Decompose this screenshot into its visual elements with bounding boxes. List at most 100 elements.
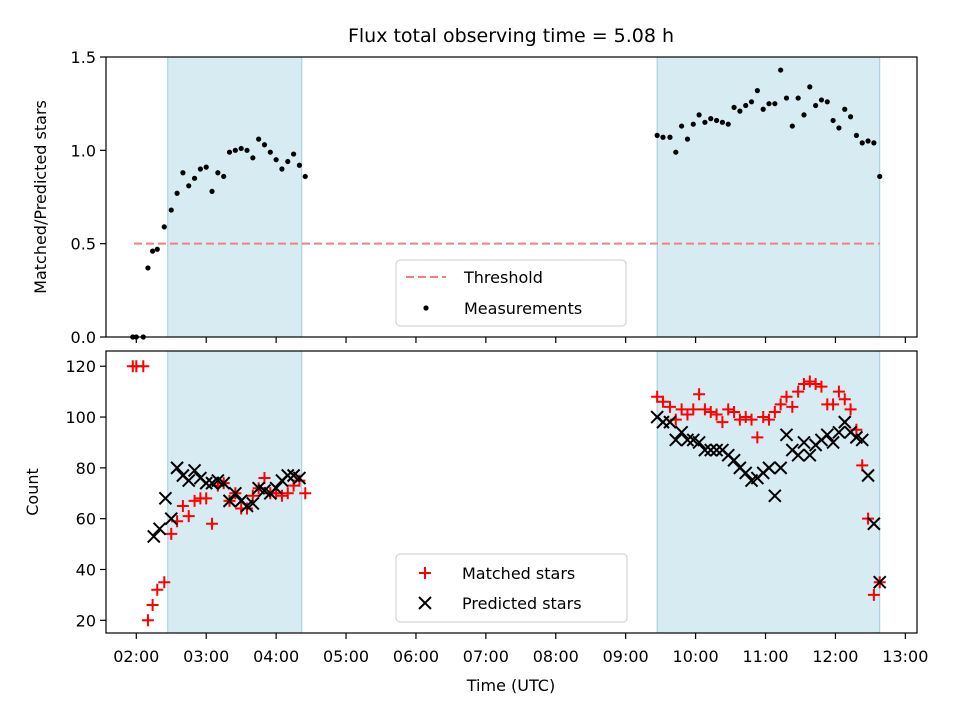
predicted-star-point bbox=[820, 428, 834, 442]
legend-matched-swatch bbox=[419, 567, 431, 579]
matched-star-point bbox=[809, 378, 822, 391]
matched-star-point bbox=[146, 599, 159, 612]
measurement-point bbox=[667, 134, 673, 140]
measurement-point bbox=[161, 224, 167, 230]
top-panel-ratio: 0.0 0.5 1.0 1.5 Matched/Predicted stars Thr… bbox=[31, 48, 918, 347]
measurement-point bbox=[783, 95, 790, 101]
matched-star-point bbox=[768, 405, 781, 418]
measurement-point bbox=[813, 102, 819, 109]
measurement-point bbox=[279, 166, 285, 172]
predicted-star-point bbox=[704, 443, 718, 457]
observing-window bbox=[656, 350, 881, 634]
measurement-point bbox=[766, 101, 772, 107]
measurement-point bbox=[226, 149, 233, 155]
predicted-star-point bbox=[669, 433, 683, 447]
matched-star-point bbox=[745, 413, 758, 426]
measurement-point bbox=[690, 121, 696, 127]
top-y-axis-label: Matched/Predicted stars bbox=[31, 100, 50, 294]
measurement-point bbox=[654, 132, 660, 138]
y-tick-label: 60 bbox=[76, 510, 96, 529]
measurement-point bbox=[836, 125, 842, 131]
measurement-point bbox=[778, 67, 784, 73]
measurement-point bbox=[754, 88, 760, 94]
y-tick-label: 20 bbox=[76, 611, 96, 630]
measurement-point bbox=[847, 114, 854, 120]
x-tick-label: 10:00 bbox=[673, 647, 719, 666]
legend-measurements-swatch bbox=[423, 305, 429, 311]
measurement-point bbox=[871, 140, 877, 146]
matched-star-point bbox=[681, 408, 694, 421]
matched-star-point bbox=[158, 576, 171, 589]
predicted-star-point bbox=[762, 461, 776, 475]
x-axis-label: Time (UTC) bbox=[466, 676, 555, 695]
measurement-point bbox=[673, 149, 679, 155]
matched-star-point bbox=[663, 400, 676, 413]
predicted-star-point bbox=[228, 486, 243, 500]
matched-star-point bbox=[281, 487, 294, 500]
measurement-point bbox=[789, 123, 795, 129]
matched-star-point bbox=[710, 408, 723, 421]
matched-star-point bbox=[786, 400, 799, 413]
x-tick-label: 06:00 bbox=[393, 647, 439, 666]
predicted-star-point bbox=[158, 491, 173, 506]
y-tick-label: 1.5 bbox=[71, 48, 96, 67]
predicted-star-point bbox=[803, 448, 817, 462]
matched-star-point bbox=[200, 492, 213, 505]
predicted-star-point bbox=[281, 468, 295, 483]
matched-star-point bbox=[206, 517, 219, 530]
matched-star-point bbox=[763, 413, 776, 426]
matched-star-point bbox=[693, 388, 706, 401]
x-tick-label: 12:00 bbox=[812, 647, 858, 666]
top-axes-frame bbox=[105, 56, 918, 338]
measurement-point bbox=[737, 108, 743, 114]
measurement-point bbox=[296, 162, 303, 168]
measurement-point bbox=[660, 134, 666, 140]
matched-star-point bbox=[687, 403, 700, 416]
predicted-star-point bbox=[768, 489, 782, 503]
matched-star-point bbox=[792, 385, 805, 398]
legend-predicted-swatch bbox=[418, 596, 432, 610]
legend-matched-label: Matched stars bbox=[462, 564, 575, 583]
matched-star-point bbox=[774, 398, 787, 411]
measurement-point bbox=[302, 173, 308, 180]
measurement-point bbox=[261, 142, 268, 148]
predicted-star-point bbox=[269, 481, 283, 495]
measurement-point bbox=[285, 158, 291, 165]
matched-star-point bbox=[182, 510, 195, 523]
measurement-point bbox=[174, 190, 180, 196]
measurement-point bbox=[842, 106, 848, 112]
measurement-point bbox=[807, 84, 813, 90]
measurement-point bbox=[713, 117, 720, 124]
predicted-star-point bbox=[199, 476, 213, 490]
x-tick-label: 03:00 bbox=[183, 647, 229, 666]
measurement-point bbox=[209, 188, 215, 194]
predicted-star-point bbox=[779, 428, 794, 442]
measurement-point bbox=[772, 101, 778, 107]
matched-star-point bbox=[651, 390, 664, 403]
top-legend-box bbox=[395, 259, 627, 327]
bottom-panel-counts: 20 40 60 80 100 120 02:00 03:00 04:00 05:00 06:00… bbox=[23, 350, 928, 695]
legend-measurements-label: Measurements bbox=[464, 299, 582, 318]
measurement-point bbox=[719, 119, 726, 125]
matched-star-point bbox=[728, 405, 741, 418]
measurement-point bbox=[256, 136, 262, 142]
y-tick-label: 0.5 bbox=[71, 235, 96, 254]
count-points bbox=[126, 360, 887, 627]
matched-star-point bbox=[275, 489, 288, 502]
matched-star-point bbox=[141, 614, 154, 627]
predicted-star-point bbox=[246, 496, 260, 511]
measurement-point bbox=[708, 116, 714, 122]
matched-star-point bbox=[739, 411, 752, 424]
predicted-star-point bbox=[674, 425, 689, 440]
x-tick-label: 02:00 bbox=[113, 647, 159, 666]
bottom-legend-box bbox=[395, 553, 628, 623]
predicted-star-point bbox=[727, 453, 741, 467]
predicted-star-point bbox=[222, 494, 237, 508]
matched-star-point bbox=[844, 403, 857, 416]
matched-star-point bbox=[299, 487, 312, 500]
measurement-point bbox=[760, 106, 766, 112]
predicted-star-point bbox=[826, 435, 840, 450]
matched-star-point bbox=[780, 390, 793, 403]
x-tick-label: 09:00 bbox=[603, 647, 649, 666]
measurement-point bbox=[731, 104, 737, 110]
